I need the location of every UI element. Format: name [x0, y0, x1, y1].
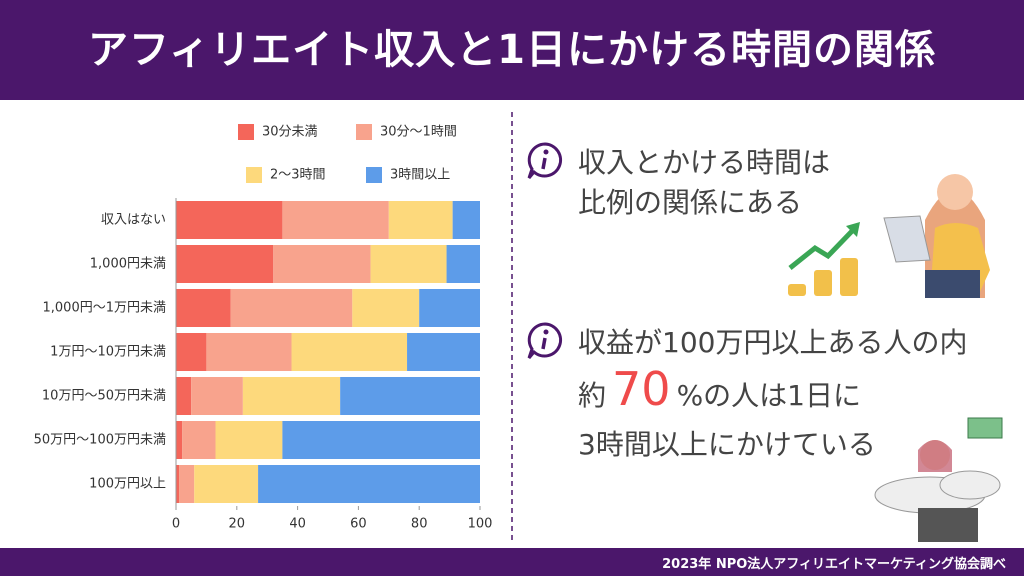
bar-segment — [176, 201, 283, 239]
bar-segment — [215, 421, 283, 459]
growth-illustration — [788, 222, 860, 296]
info-icon — [527, 322, 563, 359]
bar-segment — [340, 377, 480, 415]
legend-label: 30分〜1時間 — [380, 125, 457, 140]
bar-segment — [191, 377, 243, 415]
bar-segment — [407, 333, 480, 371]
x-tick-label: 100 — [468, 517, 493, 532]
point-text: 収入とかける時間は — [578, 146, 831, 179]
bar-segment — [352, 289, 420, 327]
bar-segment — [388, 201, 453, 239]
point-text: 比例の関係にある — [578, 186, 803, 219]
legend-swatch — [246, 167, 262, 183]
bar-segment — [176, 377, 192, 415]
highlight-number: 70 — [612, 362, 671, 416]
money-illustration — [874, 417, 1003, 542]
bar-segment — [182, 421, 216, 459]
point-text: 約 — [578, 379, 607, 412]
bar-segment — [176, 421, 183, 459]
bar-segment — [176, 245, 274, 283]
point-text: 3時間以上にかけている — [578, 428, 876, 461]
bar-segment — [179, 465, 195, 503]
legend-swatch — [356, 124, 372, 140]
bar-segment — [273, 245, 371, 283]
info-icon — [527, 142, 563, 179]
point-text: 約 70 %の人は1日に — [578, 366, 861, 417]
y-tick-label: 収入はない — [101, 213, 166, 228]
source: 2023年 NPO法人アフィリエイトマーケティング協会調べ — [662, 557, 1006, 572]
bar-segment — [282, 201, 389, 239]
bar-segment — [291, 333, 408, 371]
bar-segment — [176, 465, 180, 503]
legend-label: 30分未満 — [262, 125, 318, 140]
bar-segment — [370, 245, 447, 283]
x-tick-label: 20 — [229, 517, 246, 532]
bar-segment — [419, 289, 480, 327]
bar-segment — [194, 465, 259, 503]
person-illustration — [883, 174, 990, 298]
bar-segment — [176, 333, 207, 371]
y-tick-label: 100万円以上 — [89, 477, 166, 492]
bar-segment — [282, 421, 480, 459]
legend-label: 2〜3時間 — [270, 168, 326, 183]
bar-segment — [452, 201, 480, 239]
bar-segment — [446, 245, 480, 283]
legend-swatch — [238, 124, 254, 140]
x-tick-label: 80 — [411, 517, 428, 532]
legend-label: 3時間以上 — [390, 168, 450, 183]
y-tick-label: 10万円〜50万円未満 — [42, 389, 166, 404]
y-tick-label: 1,000円〜1万円未満 — [43, 301, 167, 316]
x-tick-label: 0 — [172, 517, 180, 532]
y-tick-label: 1,000円未満 — [90, 257, 166, 272]
bar-segment — [242, 377, 341, 415]
footer: 2023年 NPO法人アフィリエイトマーケティング協会調べ — [0, 548, 1024, 576]
point-text: %の人は1日に — [676, 379, 861, 412]
y-tick-label: 1万円〜10万円未満 — [50, 345, 166, 360]
y-tick-label: 50万円〜100万円未満 — [34, 433, 166, 448]
point-text: 収益が100万円以上ある人の内 — [578, 326, 968, 359]
bar-segment — [230, 289, 353, 327]
bar-segment — [258, 465, 480, 503]
x-tick-label: 40 — [289, 517, 306, 532]
legend-swatch — [366, 167, 382, 183]
bar-segment — [176, 289, 231, 327]
x-tick-label: 60 — [350, 517, 367, 532]
bar-segment — [206, 333, 292, 371]
header-title: アフィリエイト収入と1日にかける時間の関係 — [0, 0, 1024, 100]
